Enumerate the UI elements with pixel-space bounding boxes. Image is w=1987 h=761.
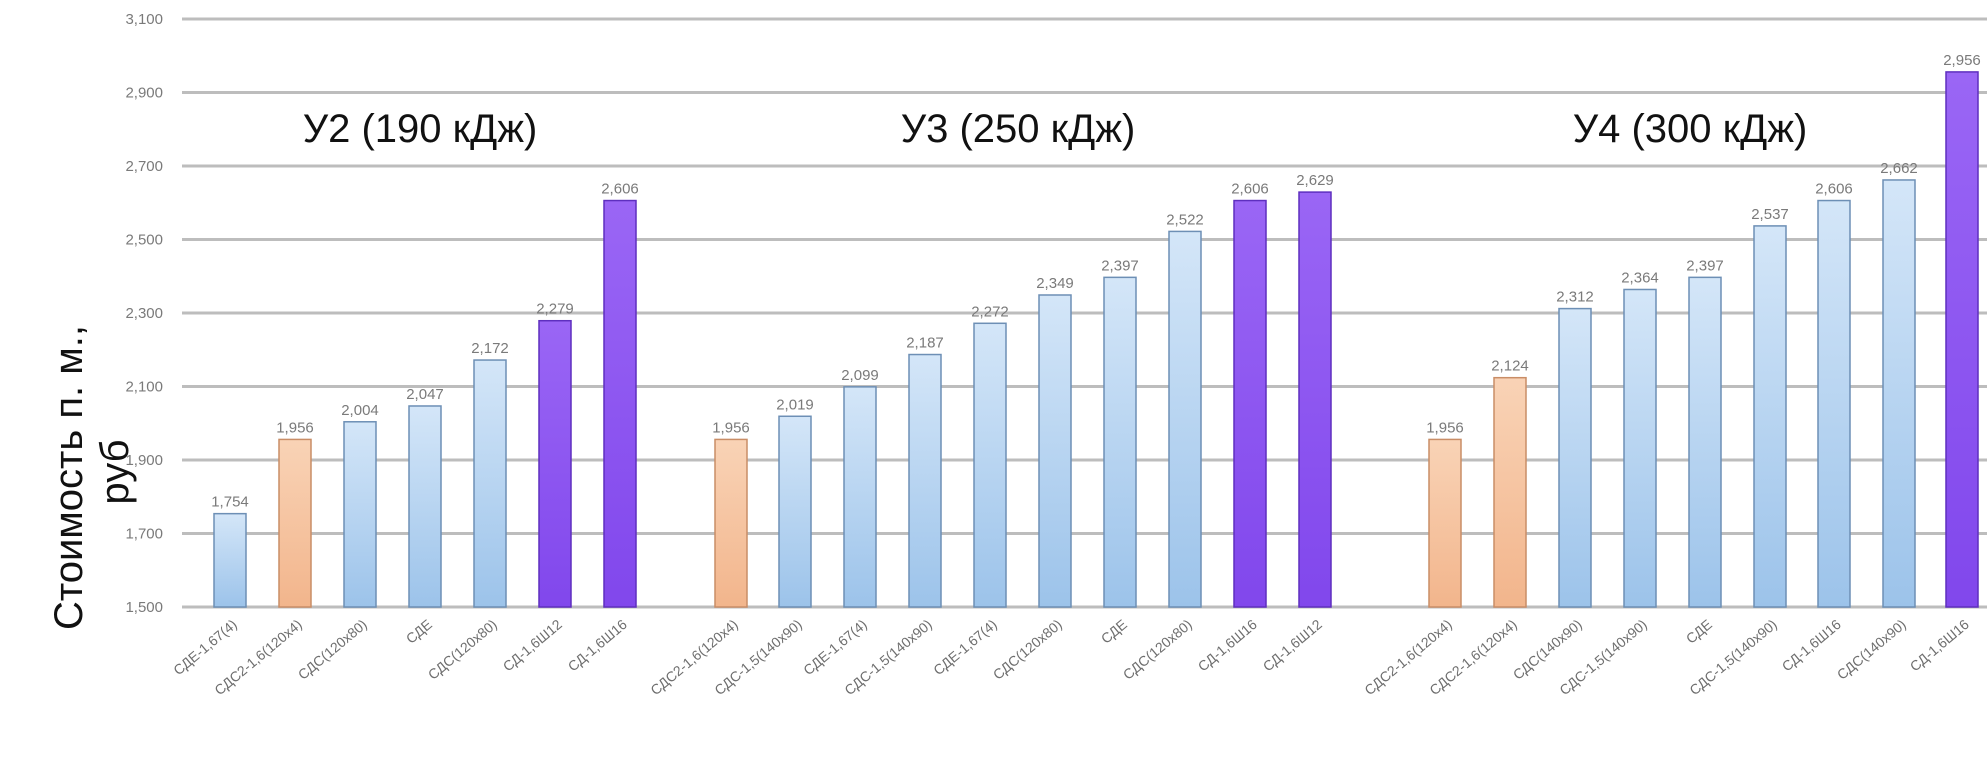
bar [1817, 199, 1851, 608]
bar [908, 353, 942, 608]
bar-value-label: 2,099 [841, 367, 879, 384]
x-tick-label: СДЕ-1,67(4) [170, 616, 240, 678]
bar [973, 322, 1007, 608]
bar-value-label: 2,606 [1231, 181, 1269, 198]
x-tick-label: СД-1,6Ш16 [1907, 616, 1972, 675]
bar-value-label: 2,349 [1036, 275, 1074, 292]
x-tick-label: СДС(120x80) [1120, 616, 1195, 683]
bar [843, 386, 877, 608]
bar-value-label: 2,172 [471, 340, 509, 357]
bar [343, 421, 377, 608]
bar-value-label: 2,004 [341, 402, 379, 419]
bar-value-label: 2,019 [776, 396, 814, 413]
bar-value-label: 2,047 [406, 386, 444, 403]
bar [1558, 307, 1592, 608]
x-tick-label: СД-1,6Ш12 [500, 616, 565, 675]
bar-value-label: 2,397 [1101, 257, 1139, 274]
bar-value-label: 2,629 [1296, 172, 1334, 189]
bar-value-label: 2,522 [1166, 211, 1204, 228]
x-tick-label: СД-1,6Ш16 [565, 616, 630, 675]
bar [213, 512, 247, 608]
group-title: У2 (190 кДж) [303, 107, 538, 151]
bar-value-label: 2,537 [1751, 206, 1789, 223]
x-tick-label: СД-1,6Ш16 [1195, 616, 1260, 675]
bar-value-label: 2,272 [971, 303, 1009, 320]
y-tick-label: 2,500 [125, 232, 163, 249]
y-tick-label: 3,100 [125, 11, 163, 28]
y-tick-label: 1,700 [125, 526, 163, 543]
bar-value-label: 2,279 [536, 301, 574, 318]
y-tick-label: 1,900 [125, 452, 163, 469]
x-tick-label: СДЕ-1,67(4) [930, 616, 1000, 678]
bar-value-label: 2,397 [1686, 257, 1724, 274]
bars [213, 71, 1979, 608]
group-title: У3 (250 кДж) [901, 107, 1136, 151]
y-axis-title-line-1: Стоимость п. м., [47, 325, 91, 630]
x-tick-label: СДЕ [1683, 616, 1715, 647]
group-titles: У2 (190 кДж) У3 (250 кДж) У4 (300 кДж) [303, 107, 1808, 151]
y-axis-title: Стоимость п. м., руб [47, 314, 137, 630]
y-tick-label: 2,300 [125, 305, 163, 322]
bar-value-label: 2,124 [1491, 358, 1529, 375]
bar-value-label: 2,364 [1621, 269, 1659, 286]
x-tick-label: СДЕ-1,67(4) [800, 616, 870, 678]
bar [1493, 376, 1527, 608]
bar-value-label: 2,606 [601, 181, 639, 198]
y-tick-label: 2,100 [125, 379, 163, 396]
bar [1298, 191, 1332, 608]
x-tick-label: СДЕ [1098, 616, 1130, 647]
x-tick-label: СДС(120x80) [990, 616, 1065, 683]
x-tick-label: СДС(140x90) [1834, 616, 1909, 683]
y-tick-label: 2,900 [125, 85, 163, 102]
x-tick-label: СДС(120x80) [425, 616, 500, 683]
bar-value-label: 2,312 [1556, 289, 1594, 306]
bar [1168, 230, 1202, 608]
y-tick-label: 2,700 [125, 158, 163, 175]
bar-value-label: 1,754 [211, 494, 249, 511]
bar-value-label: 2,956 [1943, 52, 1981, 69]
bar-value-label: 2,606 [1815, 181, 1853, 198]
category-labels: СДЕ-1,67(4)СДС2-1,6(120x4)СДС(120x80) СДЕ… [170, 616, 1972, 698]
bar [1103, 276, 1137, 608]
bar-value-label: 1,956 [712, 419, 750, 436]
x-tick-label: СД-1,6Ш12 [1260, 616, 1325, 675]
bar [1038, 294, 1072, 608]
bar-value-label: 1,956 [1426, 419, 1464, 436]
bar [473, 359, 507, 608]
bar [1945, 71, 1979, 608]
bar [1428, 438, 1462, 608]
bar-value-label: 2,187 [906, 335, 944, 352]
bar [1882, 179, 1916, 608]
x-tick-label: СД-1,6Ш16 [1779, 616, 1844, 675]
y-tick-label: 1,500 [125, 599, 163, 616]
bar [1233, 199, 1267, 608]
bar [538, 319, 572, 608]
bar [1753, 225, 1787, 608]
group-title: У4 (300 кДж) [1573, 107, 1808, 151]
bar [603, 199, 637, 608]
x-tick-label: СДЕ [403, 616, 435, 647]
y-axis: 1,500 1,700 1,900 2,100 2,300 2,500 2,700 2,900… [125, 11, 163, 616]
x-tick-label: СДС(120x80) [295, 616, 370, 683]
bar [778, 415, 812, 608]
bar [1688, 276, 1722, 608]
bar [1623, 288, 1657, 608]
y-axis-title-line-2: руб [93, 439, 137, 504]
bar-value-label: 1,956 [276, 419, 314, 436]
value-labels: 1,754 1,956 2,004 2,047 2,172 2,279 2,606 1,956… [211, 52, 1981, 511]
bar [278, 438, 312, 608]
bar [714, 438, 748, 608]
bar [408, 405, 442, 608]
bar-value-label: 2,662 [1880, 160, 1918, 177]
